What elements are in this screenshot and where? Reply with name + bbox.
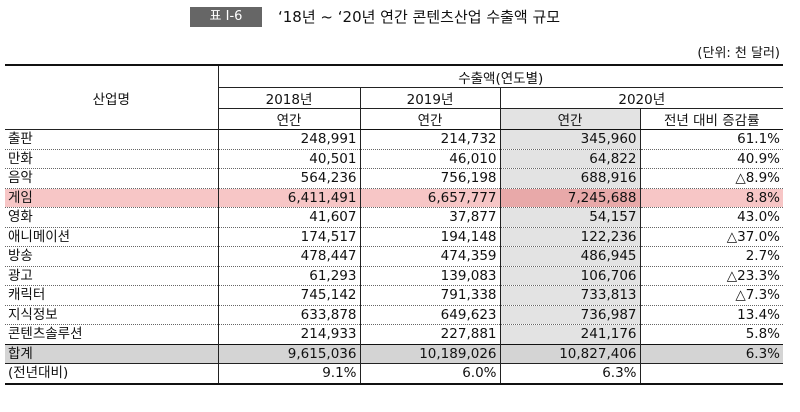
data-cell: 214,933 bbox=[217, 324, 360, 345]
data-cell: 756,198 bbox=[359, 168, 500, 189]
data-cell: △7.3% bbox=[639, 285, 783, 306]
data-cell: 5.8% bbox=[639, 324, 783, 345]
data-cell: 194,148 bbox=[359, 227, 500, 247]
header-cell: 산업명 bbox=[5, 64, 219, 130]
table-row: 출판 248,991 214,732 345,960 61.1% bbox=[5, 129, 783, 150]
data-cell: 8.8% bbox=[639, 188, 783, 208]
row-label: 영화 bbox=[5, 207, 218, 228]
header-cell: 2019년 bbox=[359, 87, 501, 109]
table-row: 합계 9,615,036 10,189,026 10,827,406 6.3% bbox=[5, 343, 783, 364]
data-cell bbox=[639, 363, 783, 385]
row-label: 방송 bbox=[5, 246, 218, 267]
data-cell: 478,447 bbox=[217, 246, 360, 267]
data-cell: 46,010 bbox=[359, 149, 500, 169]
table-row: 콘텐츠솔루션 214,933 227,881 241,176 5.8% bbox=[5, 324, 783, 345]
data-cell: 106,706 bbox=[499, 266, 640, 286]
header-cell: 전년 대비 증감률 bbox=[639, 108, 783, 130]
table-row: 음악 564,236 756,198 688,916 △8.9% bbox=[5, 168, 783, 189]
data-cell: 10,189,026 bbox=[359, 343, 500, 364]
table-body: 출판 248,991 214,732 345,960 61.1% 만화 40,501 46,0… bbox=[5, 129, 783, 385]
data-cell: 139,083 bbox=[359, 266, 500, 286]
header-cell: 수출액(연도별) bbox=[217, 64, 783, 88]
data-cell: 9,615,036 bbox=[217, 343, 360, 364]
data-cell: 174,517 bbox=[217, 227, 360, 247]
data-cell: 122,236 bbox=[499, 227, 640, 247]
data-cell: 214,732 bbox=[359, 129, 500, 150]
data-cell: 61.1% bbox=[639, 129, 783, 150]
table-row: 캐릭터 745,142 791,338 733,813 △7.3% bbox=[5, 285, 783, 306]
row-label: 음악 bbox=[5, 168, 218, 189]
data-cell: 791,338 bbox=[359, 285, 500, 306]
data-cell: 649,623 bbox=[359, 305, 500, 325]
data-cell: 40,501 bbox=[217, 149, 360, 169]
table-badge: 표 Ⅰ-6 bbox=[190, 7, 262, 27]
data-cell: 736,987 bbox=[499, 305, 640, 325]
data-cell: 248,991 bbox=[217, 129, 360, 150]
table-row: 방송 478,447 474,359 486,945 2.7% bbox=[5, 246, 783, 267]
table-row: 지식정보 633,878 649,623 736,987 13.4% bbox=[5, 305, 783, 325]
row-label: 만화 bbox=[5, 149, 218, 169]
data-cell: 41,607 bbox=[217, 207, 360, 228]
data-cell: 7,245,688 bbox=[499, 188, 640, 208]
data-cell: 486,945 bbox=[499, 246, 640, 267]
data-cell: 10,827,406 bbox=[499, 343, 640, 364]
data-cell: 345,960 bbox=[499, 129, 640, 150]
table-row: 광고 61,293 139,083 106,706 △23.3% bbox=[5, 266, 783, 286]
table-row: (전년대비) 9.1% 6.0% 6.3% bbox=[5, 363, 783, 385]
data-cell: 633,878 bbox=[217, 305, 360, 325]
row-label: (전년대비) bbox=[5, 363, 218, 385]
table-title: ‘18년 ~ ‘20년 연간 콘텐츠산업 수출액 규모 bbox=[278, 8, 561, 26]
header-cell: 2018년 bbox=[218, 87, 361, 109]
row-label: 지식정보 bbox=[5, 305, 218, 325]
data-cell: 54,157 bbox=[499, 207, 640, 228]
data-cell: △37.0% bbox=[639, 227, 783, 247]
data-cell: 9.1% bbox=[217, 363, 360, 385]
data-cell: 474,359 bbox=[359, 246, 500, 267]
data-cell: 13.4% bbox=[639, 305, 783, 325]
header-cell: 2020년 bbox=[499, 87, 783, 109]
data-cell: 733,813 bbox=[499, 285, 640, 306]
data-cell: 688,916 bbox=[499, 168, 640, 189]
header-cell: 연간 bbox=[359, 108, 501, 130]
data-cell: 241,176 bbox=[499, 324, 640, 345]
data-cell: 64,822 bbox=[499, 149, 640, 169]
data-cell: 6.3% bbox=[639, 343, 783, 364]
data-cell: 6.3% bbox=[499, 363, 640, 385]
table-row: 만화 40,501 46,010 64,822 40.9% bbox=[5, 149, 783, 169]
header-cell: 연간 bbox=[218, 108, 361, 130]
row-label: 애니메이션 bbox=[5, 227, 218, 247]
row-label: 출판 bbox=[5, 129, 218, 150]
row-label: 캐릭터 bbox=[5, 285, 218, 306]
table-row: 애니메이션 174,517 194,148 122,236 △37.0% bbox=[5, 227, 783, 247]
table-head: 산업명 수출액(연도별) 2018년 2019년 2020년 연간 연간 연간 … bbox=[5, 64, 783, 130]
data-cell: 40.9% bbox=[639, 149, 783, 169]
data-cell: 227,881 bbox=[359, 324, 500, 345]
data-cell: 745,142 bbox=[217, 285, 360, 306]
data-cell: 37,877 bbox=[359, 207, 500, 228]
data-cell: 6,657,777 bbox=[359, 188, 500, 208]
unit-note: (단위: 천 달러) bbox=[697, 46, 780, 61]
row-label: 콘텐츠솔루션 bbox=[5, 324, 218, 345]
row-label: 게임 bbox=[5, 188, 218, 208]
data-cell: 564,236 bbox=[217, 168, 360, 189]
data-cell: 6,411,491 bbox=[217, 188, 360, 208]
data-cell: △23.3% bbox=[639, 266, 783, 286]
data-cell: 2.7% bbox=[639, 246, 783, 267]
data-cell: 6.0% bbox=[359, 363, 500, 385]
header-cell: 연간 bbox=[499, 108, 641, 130]
row-label: 광고 bbox=[5, 266, 218, 286]
data-cell: △8.9% bbox=[639, 168, 783, 189]
export-table: 산업명 수출액(연도별) 2018년 2019년 2020년 연간 연간 연간 … bbox=[5, 64, 783, 385]
row-label: 합계 bbox=[5, 343, 218, 364]
data-cell: 43.0% bbox=[639, 207, 783, 228]
table-row: 영화 41,607 37,877 54,157 43.0% bbox=[5, 207, 783, 228]
data-cell: 61,293 bbox=[217, 266, 360, 286]
table-row: 게임 6,411,491 6,657,777 7,245,688 8.8% bbox=[5, 188, 783, 208]
